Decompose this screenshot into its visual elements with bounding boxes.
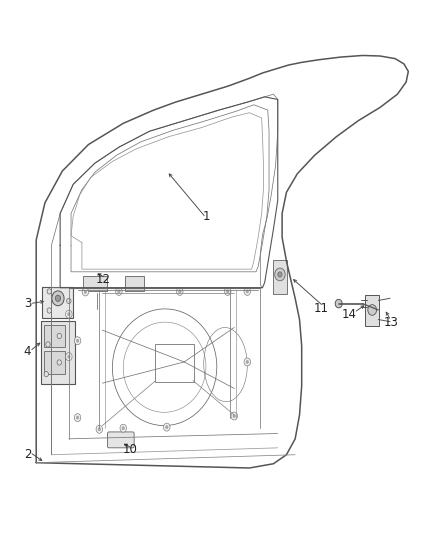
Text: 4: 4: [24, 345, 31, 358]
Circle shape: [47, 289, 51, 294]
Circle shape: [47, 308, 51, 313]
Circle shape: [82, 288, 88, 296]
FancyBboxPatch shape: [44, 351, 65, 374]
Circle shape: [226, 290, 229, 293]
Circle shape: [117, 290, 120, 293]
Text: 11: 11: [314, 302, 329, 316]
Circle shape: [67, 313, 70, 316]
Circle shape: [335, 300, 342, 308]
Circle shape: [67, 298, 71, 304]
Text: 13: 13: [384, 316, 398, 329]
Circle shape: [55, 295, 60, 302]
Circle shape: [44, 372, 48, 377]
Circle shape: [66, 310, 72, 318]
Circle shape: [57, 360, 61, 365]
Circle shape: [52, 291, 64, 306]
Circle shape: [76, 416, 79, 419]
Circle shape: [179, 290, 181, 293]
FancyBboxPatch shape: [41, 321, 75, 384]
Circle shape: [57, 333, 61, 338]
Circle shape: [76, 339, 79, 342]
Circle shape: [233, 415, 236, 418]
Circle shape: [278, 272, 282, 277]
Circle shape: [246, 360, 249, 364]
Circle shape: [84, 290, 87, 294]
Circle shape: [166, 425, 168, 429]
Circle shape: [116, 287, 122, 295]
Circle shape: [74, 414, 81, 422]
FancyBboxPatch shape: [124, 276, 144, 292]
Circle shape: [275, 268, 285, 281]
Circle shape: [66, 353, 72, 361]
Circle shape: [67, 355, 70, 358]
Circle shape: [244, 358, 251, 366]
FancyBboxPatch shape: [83, 276, 107, 292]
FancyBboxPatch shape: [365, 295, 379, 326]
Circle shape: [177, 287, 183, 295]
Circle shape: [244, 287, 251, 295]
Circle shape: [74, 337, 81, 345]
FancyBboxPatch shape: [272, 260, 287, 294]
Circle shape: [231, 412, 237, 420]
Circle shape: [246, 290, 249, 293]
Text: 3: 3: [24, 297, 31, 310]
Circle shape: [163, 423, 170, 431]
Circle shape: [368, 305, 377, 316]
Text: 12: 12: [96, 273, 111, 286]
Text: 10: 10: [122, 443, 137, 456]
Circle shape: [120, 424, 127, 432]
FancyBboxPatch shape: [108, 432, 134, 448]
Circle shape: [98, 427, 101, 431]
Circle shape: [224, 287, 231, 295]
Circle shape: [122, 426, 124, 430]
Circle shape: [46, 342, 50, 347]
Text: 1: 1: [202, 209, 210, 223]
Text: 14: 14: [342, 308, 357, 321]
FancyBboxPatch shape: [44, 325, 65, 347]
FancyBboxPatch shape: [42, 287, 73, 318]
Text: 2: 2: [24, 448, 31, 461]
Circle shape: [96, 425, 102, 433]
